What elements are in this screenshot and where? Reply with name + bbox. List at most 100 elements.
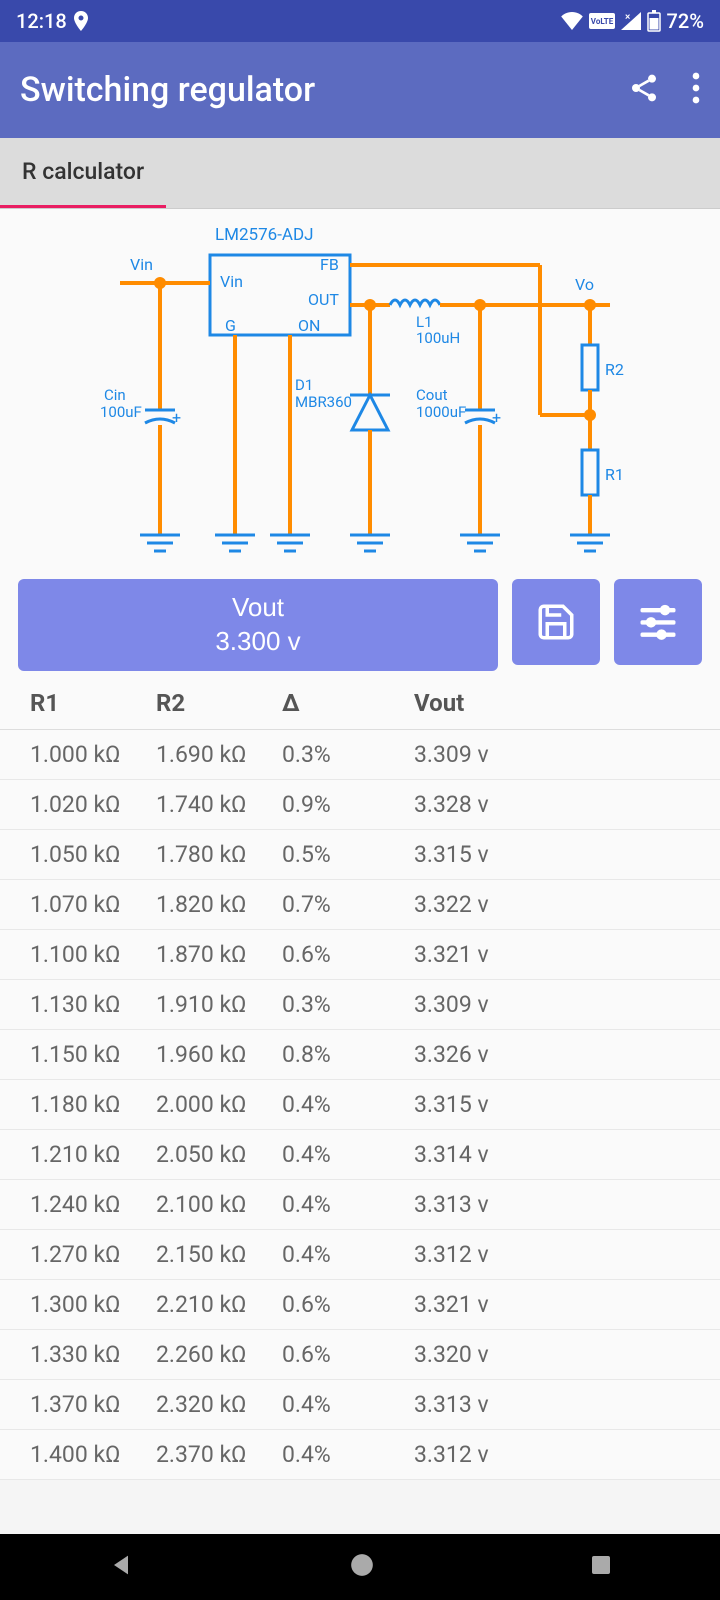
table-row[interactable]: 1.050 kΩ1.780 kΩ0.5%3.315 v xyxy=(0,830,720,880)
cell-r2: 1.740 kΩ xyxy=(156,791,282,818)
cell-delta: 0.6% xyxy=(282,1291,414,1318)
status-bar: 12:18 VoLTE × 72% xyxy=(0,0,720,42)
cell-delta: 0.4% xyxy=(282,1391,414,1418)
location-icon xyxy=(73,11,89,31)
tab-r-calculator[interactable]: R calculator xyxy=(0,138,166,208)
table-row[interactable]: 1.300 kΩ2.210 kΩ0.6%3.321 v xyxy=(0,1280,720,1330)
svg-text:VoLTE: VoLTE xyxy=(590,17,613,26)
svg-text:+: + xyxy=(172,408,181,427)
table-header: R1 R2 Δ Vout xyxy=(0,681,720,730)
cell-r1: 1.300 kΩ xyxy=(30,1291,156,1318)
table-row[interactable]: 1.020 kΩ1.740 kΩ0.9%3.328 v xyxy=(0,780,720,830)
cell-r2: 2.320 kΩ xyxy=(156,1391,282,1418)
table-row[interactable]: 1.330 kΩ2.260 kΩ0.6%3.320 v xyxy=(0,1330,720,1380)
vout-value: 3.300 v xyxy=(30,625,486,659)
circuit-diagram: LM2576-ADJ Vin FB OUT G ON Vin Cin 100uF… xyxy=(0,209,720,569)
status-right: VoLTE × 72% xyxy=(561,9,704,33)
cell-r1: 1.130 kΩ xyxy=(30,991,156,1018)
svg-text:Vin: Vin xyxy=(130,255,153,274)
cell-r1: 1.050 kΩ xyxy=(30,841,156,868)
svg-text:R2: R2 xyxy=(605,360,624,379)
battery-percent: 72% xyxy=(667,9,704,33)
cell-r1: 1.270 kΩ xyxy=(30,1241,156,1268)
table-row[interactable]: 1.100 kΩ1.870 kΩ0.6%3.321 v xyxy=(0,930,720,980)
cell-delta: 0.3% xyxy=(282,991,414,1018)
button-row: Vout 3.300 v xyxy=(0,569,720,681)
svg-text:ON: ON xyxy=(298,316,320,335)
wifi-icon xyxy=(561,12,583,30)
cell-r2: 2.370 kΩ xyxy=(156,1441,282,1468)
cell-r1: 1.330 kΩ xyxy=(30,1341,156,1368)
table-row[interactable]: 1.240 kΩ2.100 kΩ0.4%3.313 v xyxy=(0,1180,720,1230)
cell-delta: 0.4% xyxy=(282,1141,414,1168)
table-row[interactable]: 1.400 kΩ2.370 kΩ0.4%3.312 v xyxy=(0,1430,720,1480)
cell-vout: 3.314 v xyxy=(414,1141,702,1168)
cell-vout: 3.322 v xyxy=(414,891,702,918)
table-row[interactable]: 1.270 kΩ2.150 kΩ0.4%3.312 v xyxy=(0,1230,720,1280)
svg-text:100uF: 100uF xyxy=(100,403,142,421)
table-body: 1.000 kΩ1.690 kΩ0.3%3.309 v1.020 kΩ1.740… xyxy=(0,730,720,1480)
tab-bar: R calculator xyxy=(0,138,720,209)
cell-vout: 3.320 v xyxy=(414,1341,702,1368)
volte-icon: VoLTE xyxy=(589,13,615,29)
cell-r1: 1.000 kΩ xyxy=(30,741,156,768)
table-row[interactable]: 1.070 kΩ1.820 kΩ0.7%3.322 v xyxy=(0,880,720,930)
svg-text:D1: D1 xyxy=(295,376,313,394)
cell-vout: 3.321 v xyxy=(414,941,702,968)
table-row[interactable]: 1.370 kΩ2.320 kΩ0.4%3.313 v xyxy=(0,1380,720,1430)
table-row[interactable]: 1.210 kΩ2.050 kΩ0.4%3.314 v xyxy=(0,1130,720,1180)
share-icon[interactable] xyxy=(628,72,660,108)
vout-button[interactable]: Vout 3.300 v xyxy=(18,579,498,671)
app-bar-actions xyxy=(628,72,700,108)
save-icon xyxy=(535,601,577,643)
cell-r2: 2.050 kΩ xyxy=(156,1141,282,1168)
nav-recent[interactable] xyxy=(589,1553,613,1581)
svg-text:+: + xyxy=(492,408,501,427)
cell-delta: 0.4% xyxy=(282,1191,414,1218)
table-row[interactable]: 1.130 kΩ1.910 kΩ0.3%3.309 v xyxy=(0,980,720,1030)
app-bar: Switching regulator xyxy=(0,42,720,138)
cell-r2: 1.870 kΩ xyxy=(156,941,282,968)
cell-vout: 3.309 v xyxy=(414,991,702,1018)
svg-text:Cout: Cout xyxy=(416,386,448,404)
cell-r2: 2.210 kΩ xyxy=(156,1291,282,1318)
cell-vout: 3.315 v xyxy=(414,841,702,868)
table-row[interactable]: 1.000 kΩ1.690 kΩ0.3%3.309 v xyxy=(0,730,720,780)
chip-label: LM2576-ADJ xyxy=(215,225,314,245)
svg-text:Cin: Cin xyxy=(104,386,126,404)
svg-text:FB: FB xyxy=(320,255,339,274)
nav-home[interactable] xyxy=(349,1552,375,1582)
cell-r1: 1.240 kΩ xyxy=(30,1191,156,1218)
settings-button[interactable] xyxy=(614,579,702,665)
nav-bar xyxy=(0,1534,720,1600)
header-r1: R1 xyxy=(30,689,156,717)
svg-text:1000uF: 1000uF xyxy=(416,403,466,421)
cell-vout: 3.313 v xyxy=(414,1191,702,1218)
cell-delta: 0.5% xyxy=(282,841,414,868)
app-title: Switching regulator xyxy=(20,70,628,110)
nav-back[interactable] xyxy=(107,1551,135,1583)
cell-r1: 1.070 kΩ xyxy=(30,891,156,918)
vout-label: Vout xyxy=(30,591,486,625)
cell-r1: 1.150 kΩ xyxy=(30,1041,156,1068)
cell-r2: 1.910 kΩ xyxy=(156,991,282,1018)
header-r2: R2 xyxy=(156,689,282,717)
more-icon[interactable] xyxy=(692,72,700,108)
svg-text:Vin: Vin xyxy=(220,272,243,291)
save-button[interactable] xyxy=(512,579,600,665)
cell-r1: 1.370 kΩ xyxy=(30,1391,156,1418)
status-time: 12:18 xyxy=(16,9,67,33)
table-row[interactable]: 1.180 kΩ2.000 kΩ0.4%3.315 v xyxy=(0,1080,720,1130)
cell-r2: 1.960 kΩ xyxy=(156,1041,282,1068)
cell-delta: 0.7% xyxy=(282,891,414,918)
cell-r1: 1.400 kΩ xyxy=(30,1441,156,1468)
sliders-icon xyxy=(637,601,679,643)
cell-delta: 0.6% xyxy=(282,1341,414,1368)
cell-vout: 3.312 v xyxy=(414,1241,702,1268)
svg-text:G: G xyxy=(225,316,236,335)
cell-r1: 1.100 kΩ xyxy=(30,941,156,968)
cell-r1: 1.210 kΩ xyxy=(30,1141,156,1168)
table-row[interactable]: 1.150 kΩ1.960 kΩ0.8%3.326 v xyxy=(0,1030,720,1080)
cell-delta: 0.4% xyxy=(282,1091,414,1118)
cell-delta: 0.4% xyxy=(282,1441,414,1468)
